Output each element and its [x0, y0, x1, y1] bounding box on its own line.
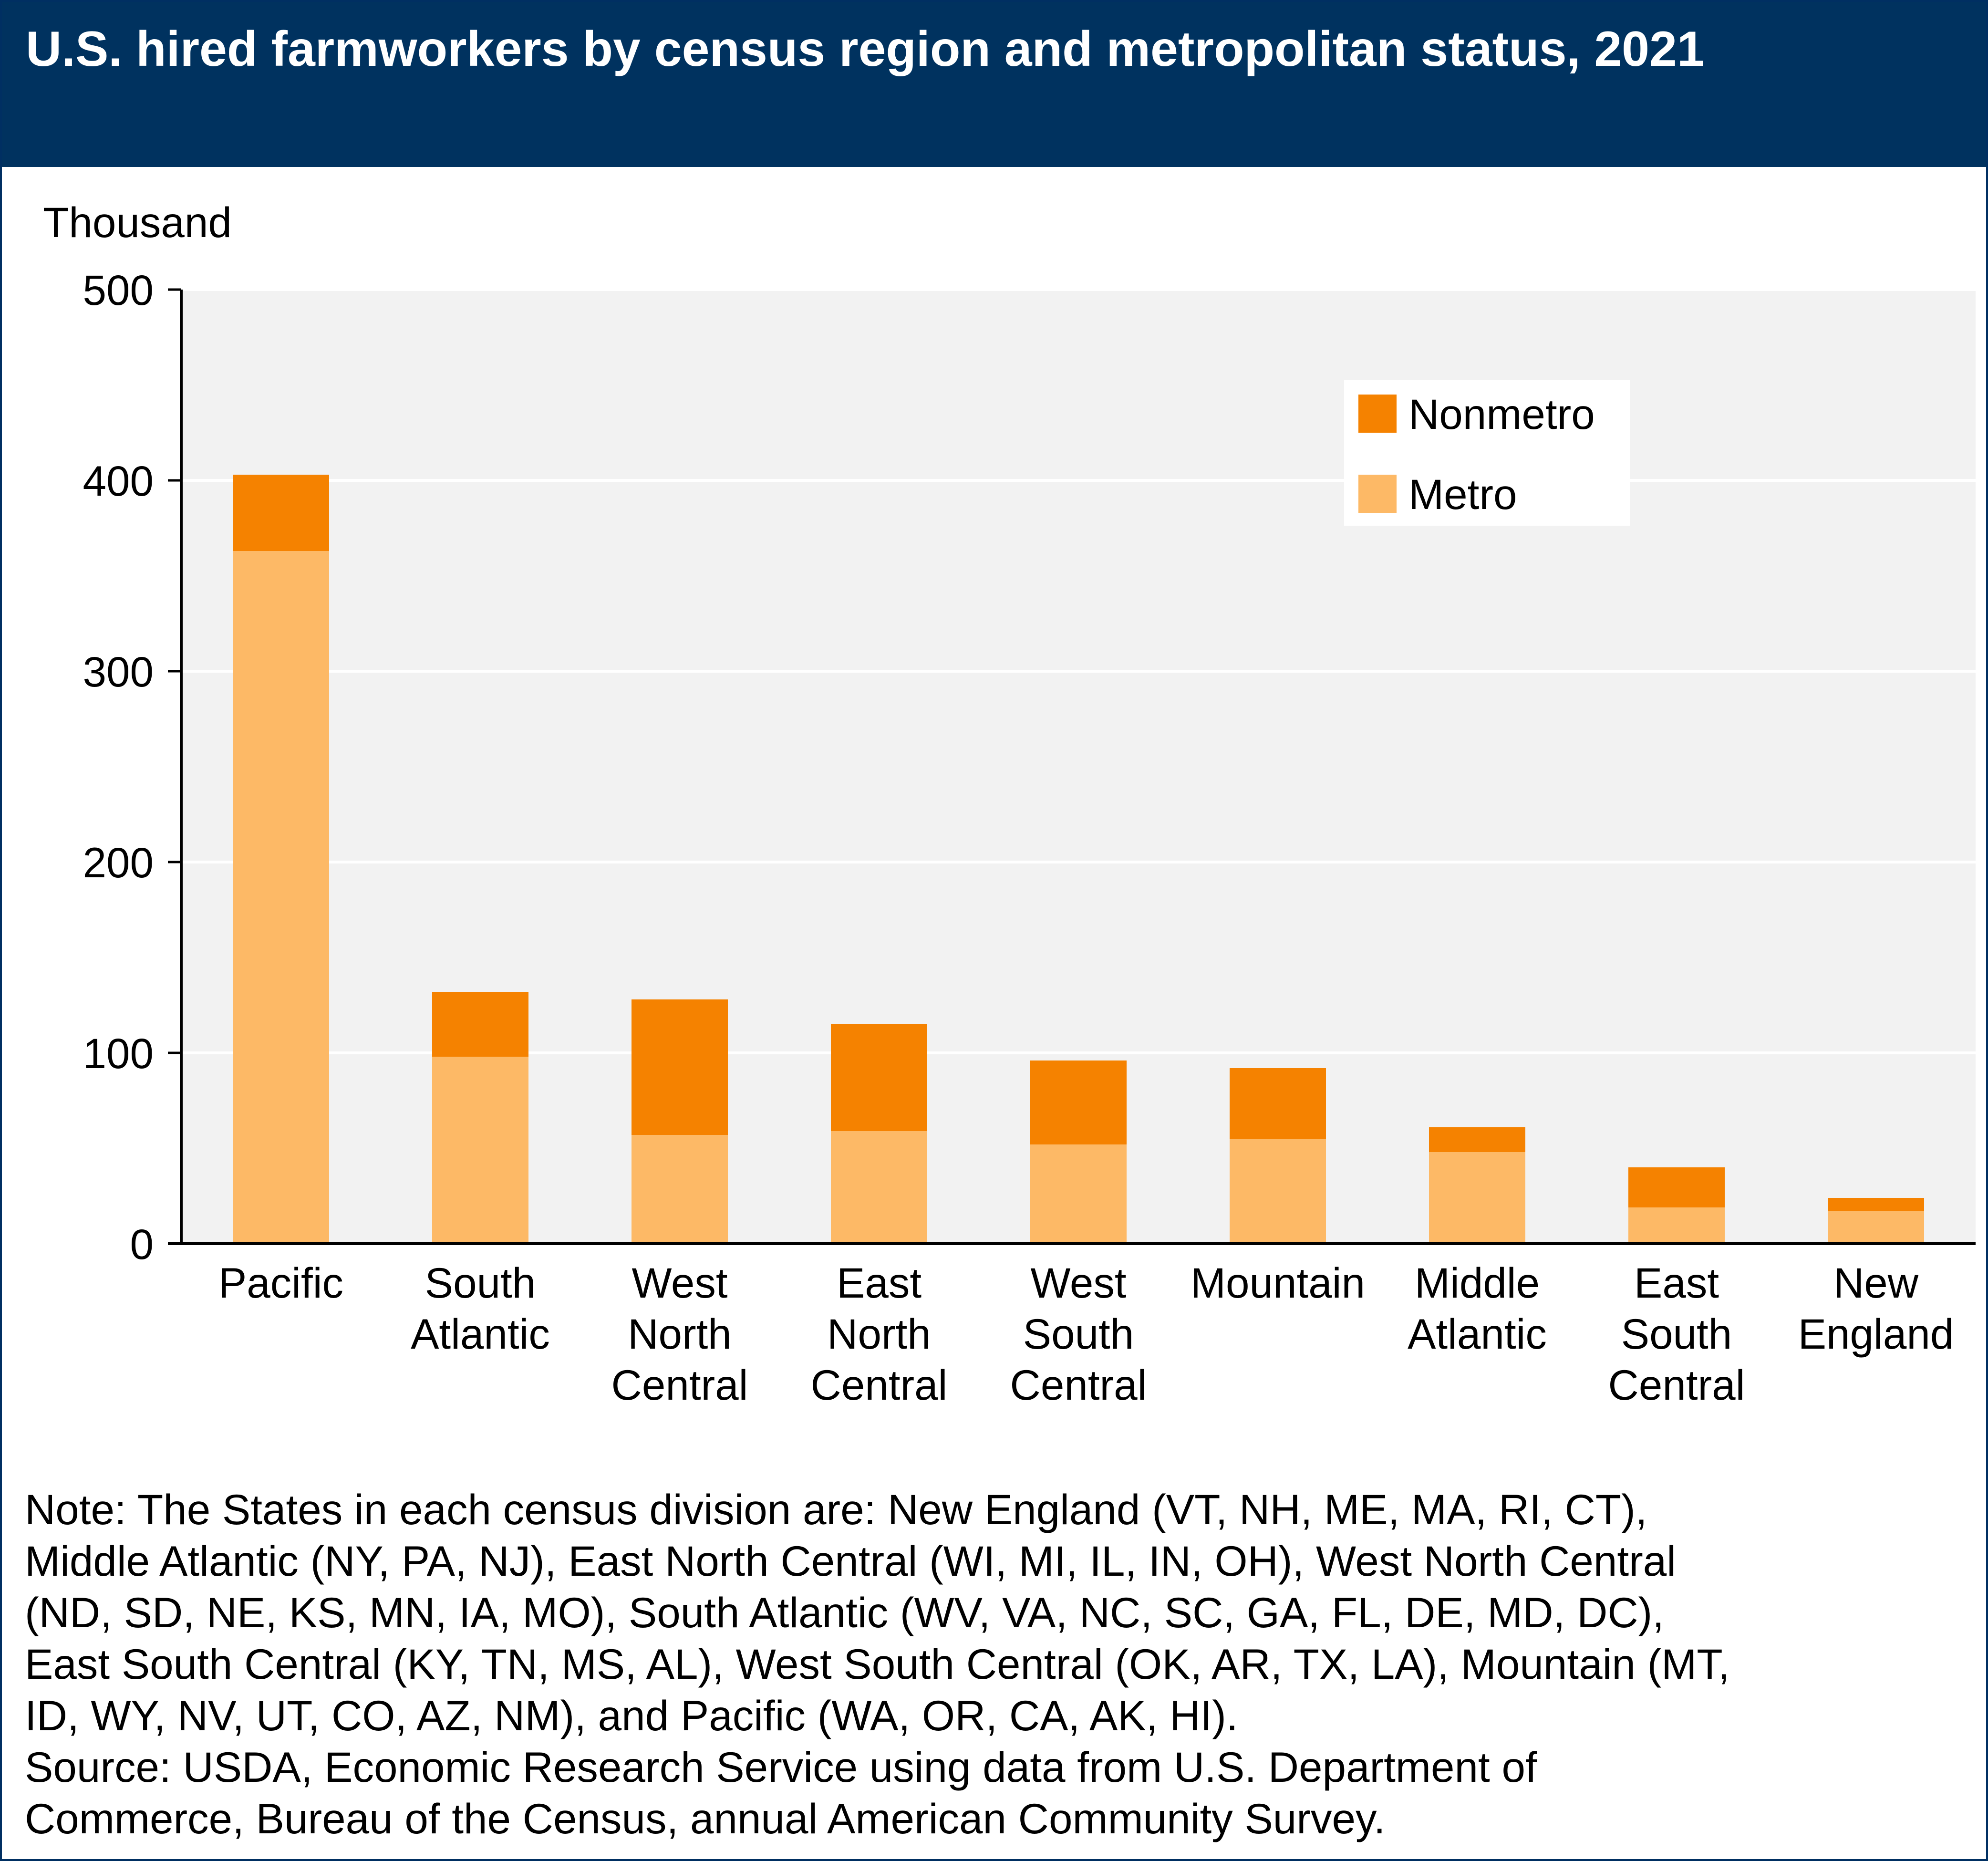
- bar-nonmetro: [1030, 1060, 1127, 1144]
- note-line: (ND, SD, NE, KS, MN, IA, MO), South Atla…: [25, 1589, 1665, 1636]
- y-tick-label: 400: [83, 457, 154, 505]
- bar-metro: [831, 1131, 927, 1244]
- x-tick-label: West North Central: [611, 1259, 748, 1409]
- bar-nonmetro: [831, 1024, 927, 1131]
- chart-area: 0 100 200 300 400 500 Thousand Pacific South Atla…: [43, 198, 1976, 1409]
- bar-metro: [1230, 1139, 1326, 1244]
- legend-swatch-nonmetro: [1358, 395, 1397, 433]
- bar-nonmetro: [1429, 1127, 1525, 1152]
- note-line: ID, WY, NV, UT, CO, AZ, NM), and Pacific…: [25, 1692, 1238, 1739]
- x-tick-label: West South Central: [1010, 1259, 1147, 1409]
- note-line: East South Central (KY, TN, MS, AL), Wes…: [25, 1640, 1730, 1688]
- y-axis-label: Thousand: [43, 198, 232, 246]
- x-tick-label: Mountain: [1191, 1259, 1365, 1307]
- bar-nonmetro: [1230, 1068, 1326, 1139]
- legend-swatch-metro: [1358, 475, 1397, 513]
- y-tick-label: 0: [130, 1220, 154, 1268]
- y-tick-label: 300: [83, 648, 154, 696]
- x-tick-label: Pacific: [218, 1259, 343, 1307]
- x-tick-label: South Atlantic: [411, 1259, 550, 1358]
- chart-notes: Note: The States in each census division…: [25, 1484, 1961, 1844]
- bar-metro: [1030, 1144, 1127, 1244]
- bar-metro: [432, 1057, 528, 1244]
- legend-label-metro: Metro: [1408, 470, 1517, 518]
- x-tick-label: New England: [1798, 1259, 1954, 1358]
- bar-metro: [233, 551, 329, 1244]
- bar-metro: [1429, 1152, 1525, 1244]
- title-banner: U.S. hired farmworkers by census region …: [2, 2, 1986, 167]
- bar-metro: [1628, 1207, 1725, 1244]
- x-tick-label: Middle Atlantic: [1408, 1259, 1547, 1358]
- y-tick-label: 500: [83, 266, 154, 314]
- bar-nonmetro: [632, 999, 728, 1135]
- source-line: Commerce, Bureau of the Census, annual A…: [25, 1795, 1386, 1842]
- y-tick-label: 200: [83, 839, 154, 886]
- source-line: Source: USDA, Economic Research Service …: [25, 1743, 1537, 1791]
- bar-nonmetro: [1828, 1198, 1924, 1211]
- legend-label-nonmetro: Nonmetro: [1408, 390, 1595, 438]
- bar-nonmetro: [432, 992, 528, 1057]
- x-tick-label: East North Central: [811, 1259, 948, 1409]
- note-line: Middle Atlantic (NY, PA, NJ), East North…: [25, 1537, 1677, 1585]
- bar-metro: [1828, 1211, 1924, 1244]
- y-tick-label: 100: [83, 1029, 154, 1077]
- bar-nonmetro: [233, 475, 329, 551]
- bar-nonmetro: [1628, 1167, 1725, 1207]
- chart-title: U.S. hired farmworkers by census region …: [26, 21, 1705, 77]
- x-tick-label: East South Central: [1608, 1259, 1745, 1409]
- bar-metro: [632, 1135, 728, 1244]
- note-line: Note: The States in each census division…: [25, 1486, 1647, 1533]
